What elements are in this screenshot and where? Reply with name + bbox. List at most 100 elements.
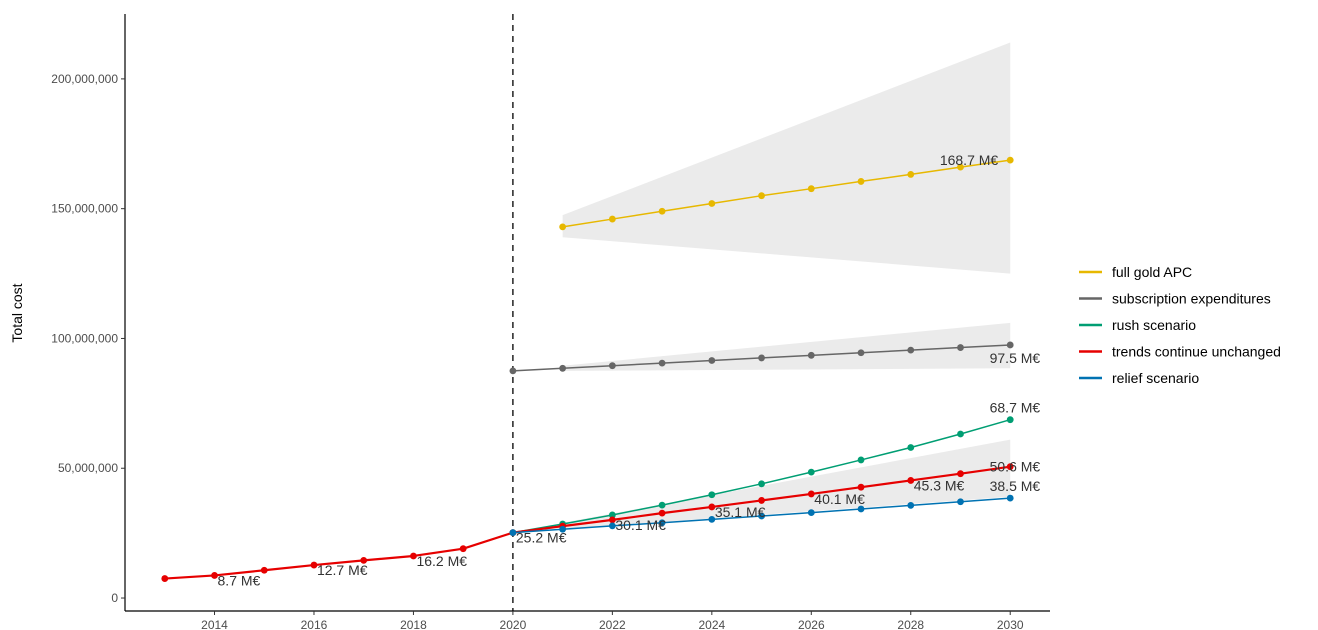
data-point (1006, 341, 1014, 349)
data-point (807, 351, 815, 359)
data-point (807, 185, 815, 193)
legend-label: relief scenario (1112, 370, 1199, 386)
data-point (807, 509, 815, 517)
series-line-0 (562, 159, 1011, 228)
confidence-band-0 (562, 42, 1011, 274)
data-point (708, 491, 716, 499)
x-tick-label: 2022 (599, 618, 626, 630)
data-point (608, 362, 616, 370)
data-label: 68.7 M€ (990, 400, 1041, 416)
data-point (907, 501, 915, 509)
data-point (957, 430, 964, 438)
data-point (857, 505, 865, 513)
data-point (559, 525, 567, 533)
data-point (907, 477, 915, 484)
data-point (509, 529, 517, 537)
data-point (807, 490, 815, 498)
x-tick-label: 2016 (301, 618, 328, 630)
data-point (161, 575, 169, 582)
data-point (211, 572, 218, 579)
data-label: 38.5 M€ (990, 478, 1041, 494)
x-tick-label: 2018 (400, 618, 427, 630)
data-point (360, 556, 368, 564)
data-point (559, 223, 567, 231)
data-point (658, 519, 666, 527)
legend-label: rush scenario (1112, 317, 1196, 333)
data-point (957, 344, 964, 351)
data-point (608, 516, 616, 524)
data-label: 35.1 M€ (715, 504, 766, 520)
legend-label: trends continue unchanged (1112, 344, 1281, 360)
y-axis-title: Total cost (9, 283, 25, 342)
data-point (857, 178, 865, 185)
data-point (658, 359, 666, 367)
x-tick-label: 2030 (997, 618, 1024, 630)
y-tick-label: 150,000,000 (51, 202, 118, 216)
data-point (658, 509, 666, 517)
data-point (957, 163, 964, 171)
confidence-bands (562, 42, 1011, 530)
data-label: 97.5 M€ (990, 350, 1041, 366)
data-point (758, 480, 765, 488)
data-point (758, 512, 765, 520)
data-point (758, 497, 765, 504)
data-point (907, 346, 915, 354)
data-point (608, 522, 616, 530)
data-point (410, 552, 417, 560)
data-point (758, 192, 765, 200)
x-tick-label: 2020 (500, 618, 527, 630)
data-point (708, 357, 716, 364)
data-point (1006, 463, 1014, 471)
data-point (509, 367, 517, 375)
series-line-3 (164, 465, 1011, 580)
x-tick-label: 2026 (798, 618, 825, 630)
data-point (907, 444, 915, 451)
data-point (857, 483, 865, 491)
data-point (459, 545, 467, 553)
data-point (708, 200, 716, 207)
data-point (658, 501, 666, 509)
confidence-band-3 (562, 439, 1011, 530)
data-label: 8.7 M€ (218, 572, 261, 588)
data-label: 25.2 M€ (516, 530, 567, 546)
data-point (608, 215, 616, 223)
x-tick-label: 2024 (698, 618, 725, 630)
data-point (957, 470, 964, 478)
data-label: 30.1 M€ (615, 517, 666, 533)
data-point (857, 456, 865, 464)
y-tick-label: 50,000,000 (58, 461, 118, 475)
data-label: 40.1 M€ (814, 491, 865, 507)
data-point (559, 364, 567, 372)
data-point (957, 498, 964, 506)
data-point (708, 515, 716, 523)
y-tick-label: 0 (111, 591, 118, 605)
y-tick-label: 200,000,000 (51, 72, 118, 86)
data-point (310, 561, 318, 569)
legend-label: full gold APC (1112, 264, 1192, 280)
data-label: 12.7 M€ (317, 562, 368, 578)
data-labels: 8.7 M€ 12.7 M€ 16.2 M€ 25.2 M€ 30.1 M€ 35.1 M… (218, 152, 1041, 588)
legend: full gold APC subscription expenditures ru… (1079, 264, 1281, 386)
data-point (658, 207, 666, 215)
data-label: 45.3 M€ (914, 477, 965, 493)
data-point (708, 503, 716, 511)
data-point (807, 468, 815, 476)
data-label: 168.7 M€ (940, 152, 999, 168)
axes: 0 50,000,000 100,000,000 150,000,000 200,000… (51, 14, 1050, 630)
data-point (1006, 494, 1014, 502)
y-tick-label: 100,000,000 (51, 331, 118, 345)
data-point (857, 349, 865, 357)
x-tick-label: 2014 (201, 618, 228, 630)
data-point (608, 511, 616, 519)
legend-label: subscription expenditures (1112, 291, 1271, 307)
data-label: 16.2 M€ (416, 553, 467, 569)
data-point (1006, 416, 1014, 424)
data-point (1006, 156, 1014, 164)
data-point (758, 354, 765, 362)
data-label: 50.6 M€ (990, 459, 1041, 475)
confidence-band-1 (562, 322, 1011, 371)
data-point (907, 171, 915, 178)
x-tick-label: 2028 (897, 618, 924, 630)
data-point (260, 566, 268, 574)
